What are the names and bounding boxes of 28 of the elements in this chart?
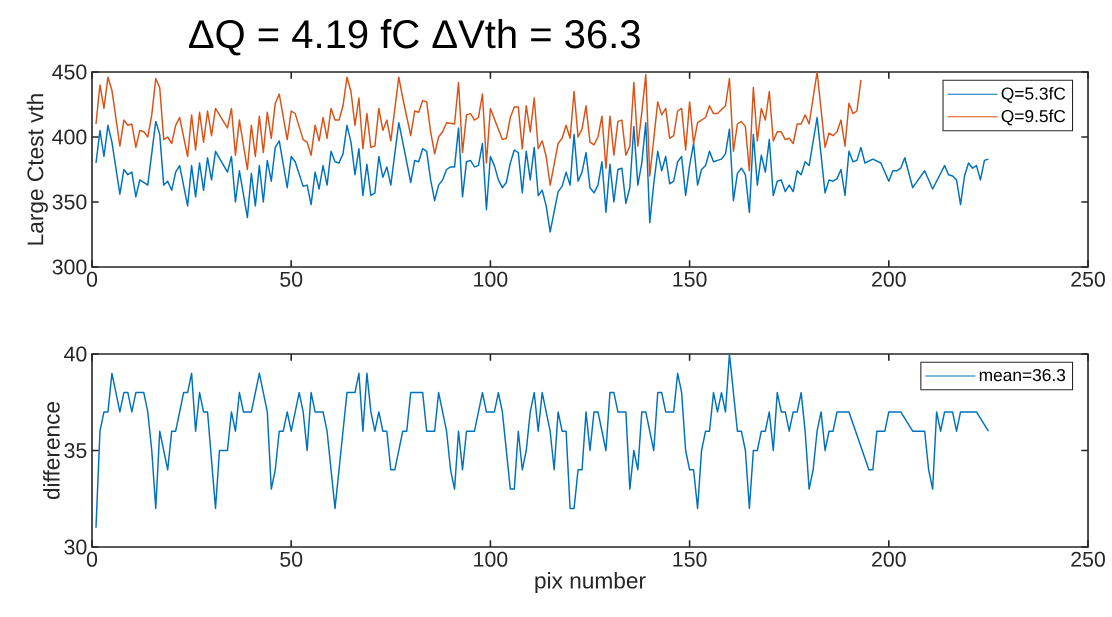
legend-label: Q=5.3fC [1001,86,1066,103]
y-tick-label: 30 [64,539,87,555]
y-axis-title: difference [43,401,60,500]
x-tick-label: 50 [280,551,303,567]
y-tick-label: 450 [52,64,87,80]
line-series [95,116,990,233]
y-tick-label: 350 [52,194,87,210]
line-series [95,71,862,186]
x-tick-label: 150 [673,551,707,567]
y-tick-label: 35 [64,442,87,459]
x-tick-label: 0 [86,271,98,287]
x-tick-label: 250 [1071,271,1105,287]
legend-label: Q=9.5fC [1001,109,1066,126]
x-tick-label: 250 [1071,551,1105,567]
legend-label: mean=36.3 [979,368,1066,382]
y-tick-label: 40 [64,346,87,362]
x-tick-label: 50 [280,271,303,287]
x-tick-label: 100 [474,551,508,567]
x-tick-label: 150 [673,271,707,287]
x-tick-label: 200 [872,551,906,567]
y-tick-label: 300 [52,259,87,275]
y-axis-title: Large Ctest vth [26,94,48,245]
x-tick-label: 200 [872,271,906,287]
x-axis-title: pix number [535,571,646,594]
chart-title: ΔQ = 4.19 fC ΔVth = 36.3 [189,19,640,56]
x-tick-label: 100 [474,271,508,287]
y-tick-label: 400 [52,129,87,145]
x-tick-label: 0 [86,551,98,567]
